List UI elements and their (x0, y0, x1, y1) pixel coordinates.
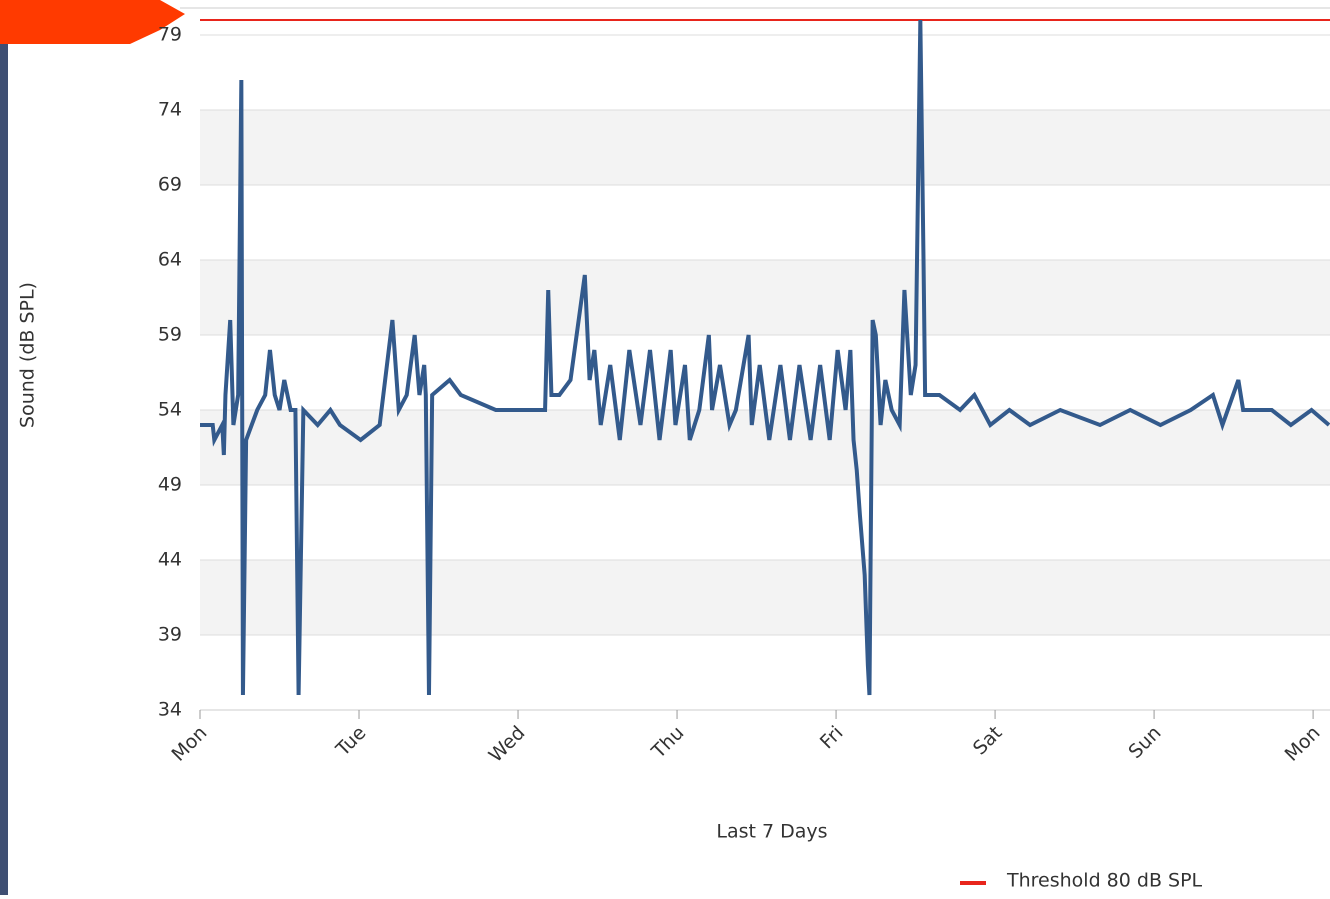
grid-band (200, 260, 1330, 335)
y-tick-label: 69 (158, 174, 182, 196)
grid-band (200, 110, 1330, 185)
grid-band (200, 560, 1330, 635)
legend-label: Threshold 80 dB SPL (1006, 870, 1203, 892)
data-line (200, 19, 1330, 696)
x-tick-label: Sun (1124, 722, 1165, 763)
x-axis-label: Last 7 Days (716, 821, 827, 843)
x-tick-label: Wed (485, 722, 530, 767)
y-tick-label: 39 (158, 624, 182, 646)
window-edge (0, 0, 8, 895)
y-tick-label: 49 (158, 474, 182, 496)
y-tick-label: 44 (158, 549, 182, 571)
grid-band (200, 410, 1330, 485)
y-tick-label: 34 (158, 699, 182, 721)
y-tick-label: 74 (158, 99, 182, 121)
x-tick-label: Mon (168, 722, 212, 766)
y-axis-label: Sound (dB SPL) (17, 282, 39, 428)
x-tick-label: Tue (331, 722, 370, 761)
y-tick-label: 59 (158, 324, 182, 346)
x-tick-label: Mon (1281, 722, 1325, 766)
y-tick-label: 79 (158, 24, 182, 46)
x-tick-label: Fri (816, 722, 848, 754)
x-tick-label: Thu (647, 722, 689, 764)
x-tick-label: Sat (969, 722, 1007, 760)
plot-bands (200, 110, 1330, 635)
pointer-arrow (0, 0, 185, 44)
y-tick-label: 54 (158, 399, 182, 421)
y-tick-label: 64 (158, 249, 182, 271)
